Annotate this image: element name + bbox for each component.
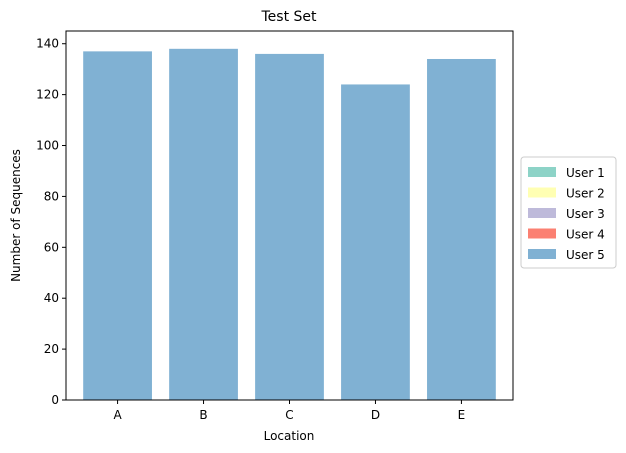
legend-label: User 5 <box>566 248 605 262</box>
x-tick-label: B <box>199 408 207 422</box>
legend-label: User 2 <box>566 187 605 201</box>
y-tick-label: 60 <box>44 240 59 254</box>
legend-swatch <box>528 208 556 218</box>
bar-a-series-5 <box>83 51 152 401</box>
y-axis-label: Number of Sequences <box>9 149 23 282</box>
y-tick-label: 40 <box>44 291 59 305</box>
x-axis-ticks: A B C D E <box>113 400 465 422</box>
bar-b-series-5 <box>169 48 238 401</box>
legend-swatch <box>528 228 556 239</box>
bar-c-series-5 <box>255 53 324 401</box>
y-axis-ticks: 0 20 40 60 80 100 120 140 <box>36 37 66 407</box>
y-tick-label: 140 <box>36 37 59 51</box>
legend-label: User 3 <box>566 207 605 221</box>
legend-label: User 4 <box>566 228 605 242</box>
y-tick-label: 0 <box>51 393 59 407</box>
x-tick-label: E <box>458 408 466 422</box>
legend-swatch <box>528 187 556 198</box>
x-tick-label: A <box>113 408 122 422</box>
legend-label: User 1 <box>566 166 605 180</box>
legend-swatch <box>528 249 556 259</box>
legend-swatch <box>528 167 556 177</box>
y-tick-label: 120 <box>36 88 59 102</box>
legend: User 1 User 2 User 3 User 4 User 5 <box>520 156 617 269</box>
bars-group <box>83 48 496 401</box>
x-tick-label: D <box>371 408 380 422</box>
bar-d-series-5 <box>341 84 410 400</box>
x-axis-label: Location <box>264 429 315 443</box>
chart-title: Test Set <box>260 9 317 25</box>
y-tick-label: 80 <box>44 189 59 203</box>
y-tick-label: 20 <box>44 342 59 356</box>
x-tick-label: C <box>285 408 293 422</box>
legend-box <box>520 156 617 269</box>
bar-e-series-5 <box>427 58 496 400</box>
y-tick-label: 100 <box>36 139 59 153</box>
